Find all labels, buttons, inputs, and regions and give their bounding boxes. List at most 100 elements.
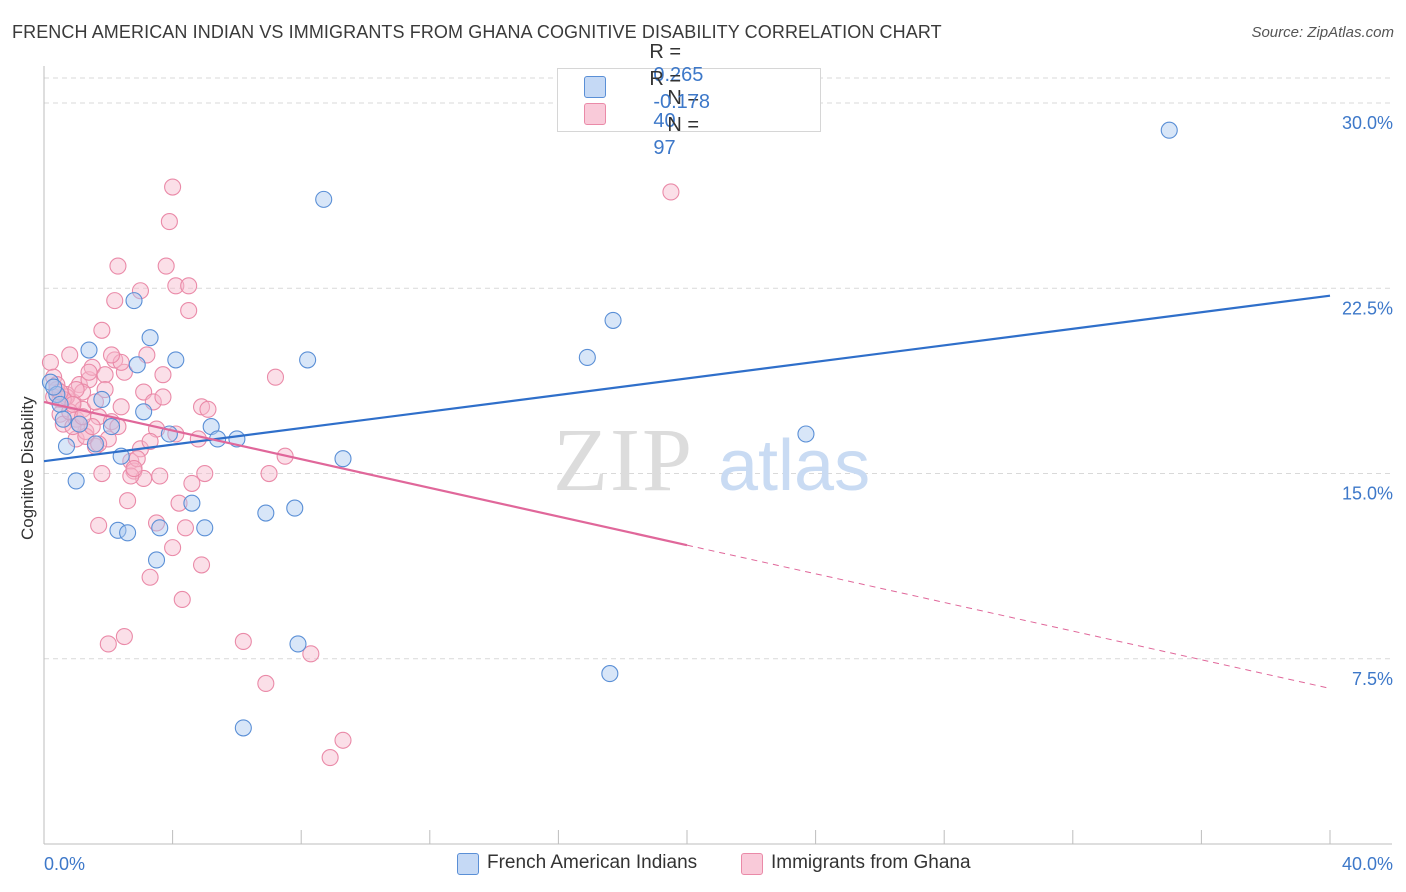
bottom-legend-swatch-blue: [457, 853, 479, 875]
data-point: [83, 358, 101, 376]
data-point: [176, 519, 195, 537]
data-point: [119, 524, 137, 542]
data-point: [96, 380, 114, 399]
y-tick-label: 7.5%: [1352, 669, 1393, 689]
data-point: [797, 425, 815, 443]
legend-n-label: N =: [667, 114, 700, 136]
grid-layer: [44, 77, 1392, 660]
data-point: [334, 731, 352, 749]
axis-layer: [43, 66, 1392, 845]
data-point: [119, 492, 137, 510]
data-point: [135, 403, 153, 421]
watermark-atlas: atlas: [718, 426, 870, 506]
legend-r-value: 0.265: [653, 64, 704, 86]
data-point: [167, 351, 185, 369]
data-point: [141, 432, 159, 450]
data-point: [151, 467, 169, 485]
correlation-legend: R = 0.265 N = 40 R = -0.178 N = 97: [557, 41, 821, 159]
data-point: [141, 568, 159, 586]
data-point: [128, 356, 146, 374]
data-point: [196, 519, 214, 537]
data-point: [80, 363, 98, 381]
data-point: [102, 418, 121, 436]
data-point: [115, 363, 133, 381]
data-point: [601, 665, 619, 683]
data-point: [334, 450, 352, 468]
data-point: [192, 556, 211, 574]
data-point: [93, 464, 111, 483]
watermark: ZIP atlas: [553, 411, 870, 510]
data-point: [112, 398, 130, 416]
data-point: [93, 321, 111, 339]
data-point: [45, 378, 63, 396]
data-point: [183, 494, 201, 512]
data-point: [102, 346, 121, 364]
data-point: [234, 632, 252, 651]
data-point: [266, 368, 285, 386]
data-point: [93, 390, 111, 408]
trend-line-immigrants-from-ghana-extension: [686, 544, 1331, 689]
data-point: [257, 674, 275, 693]
data-point: [96, 366, 114, 384]
data-point: [170, 494, 188, 512]
data-point: [41, 353, 59, 371]
legend-swatch-pink: [584, 103, 606, 125]
data-point: [125, 460, 143, 478]
data-point: [180, 301, 198, 320]
data-point: [286, 499, 304, 517]
data-point: [662, 183, 680, 201]
bottom-legend-swatch-pink: [741, 853, 763, 875]
data-point: [147, 514, 166, 532]
data-point: [80, 341, 98, 359]
trend-line-immigrants-from-ghana: [43, 400, 688, 547]
data-point: [109, 257, 127, 275]
data-point: [70, 415, 88, 433]
data-point: [315, 190, 333, 208]
x-tick-label: 40.0%: [1342, 854, 1393, 874]
data-point: [54, 410, 72, 428]
bottom-legend-label: Immigrants from Ghana: [771, 852, 971, 873]
y-tick-label: 30.0%: [1342, 113, 1393, 133]
data-point: [154, 388, 172, 406]
legend-n-value: 97: [653, 137, 676, 159]
french-american-indians-points: [41, 121, 1178, 737]
data-point: [90, 516, 108, 534]
data-point: [173, 590, 191, 609]
data-point: [61, 346, 79, 364]
trend-lines: [43, 294, 1331, 689]
data-point: [1160, 121, 1178, 139]
data-point: [109, 521, 127, 539]
data-point: [67, 380, 85, 399]
y-tick-label: 15.0%: [1342, 484, 1393, 504]
data-point: [257, 504, 275, 522]
y-tick-label: 22.5%: [1342, 298, 1393, 318]
data-point: [131, 282, 149, 300]
data-point: [604, 311, 622, 329]
data-point: [141, 329, 159, 347]
legend-swatch-blue: [584, 76, 606, 98]
data-point: [67, 472, 85, 490]
source-credit: Source: ZipAtlas.com: [1251, 24, 1394, 41]
data-point: [321, 749, 339, 767]
tick-labels: 7.5% 15.0% 22.5% 30.0% 0.0% 40.0%: [44, 113, 1393, 874]
data-point: [180, 277, 198, 295]
data-point: [196, 464, 214, 483]
x-tick-label: 0.0%: [44, 854, 85, 874]
data-point: [302, 645, 320, 663]
y-axis-label: Cognitive Disability: [18, 396, 37, 540]
watermark-zip: ZIP: [553, 411, 694, 510]
data-point: [157, 257, 175, 275]
legend-r-label: R =: [649, 41, 682, 63]
data-point: [164, 539, 182, 557]
bottom-legend-label: French American Indians: [487, 852, 698, 873]
legend-r-value: -0.178: [653, 91, 711, 113]
legend-r-label: R =: [649, 68, 682, 90]
data-point: [115, 627, 133, 646]
data-point: [147, 551, 166, 569]
legend-n-value: 40: [653, 110, 676, 132]
data-point: [260, 464, 278, 483]
data-point: [189, 430, 207, 448]
data-point: [578, 348, 596, 366]
data-point: [151, 519, 169, 537]
data-point: [160, 213, 178, 231]
